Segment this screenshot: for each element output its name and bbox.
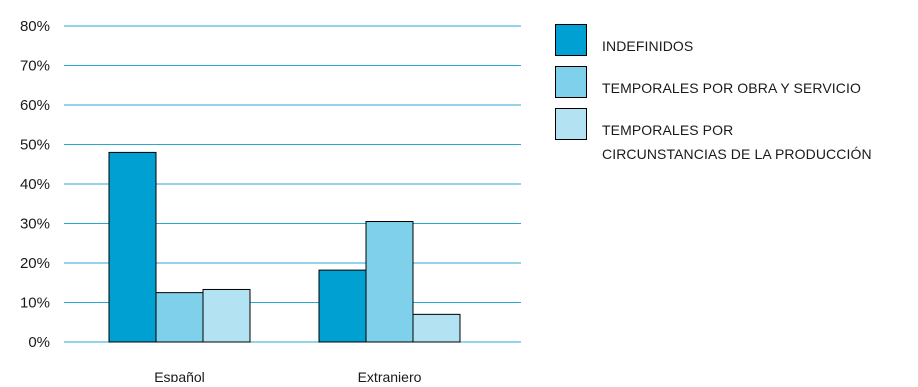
y-tick-label: 60% xyxy=(20,97,50,114)
bar-1-1 xyxy=(108,151,157,343)
y-tick-label: 50% xyxy=(20,137,50,154)
x-tick-label: Extranjero xyxy=(358,369,422,382)
legend-label-line: TEMPORALES POR xyxy=(602,122,734,138)
legend-label-line: CIRCUNSTANCIAS DE LA PRODUCCIÓN xyxy=(602,146,872,162)
y-tick-label: 40% xyxy=(20,176,50,193)
x-tick-label: Español xyxy=(154,369,205,382)
legend-swatch xyxy=(555,66,587,98)
y-tick-label: 20% xyxy=(20,255,50,272)
y-tick-label: 30% xyxy=(20,216,50,233)
y-tick-label: 10% xyxy=(20,295,50,312)
legend-swatch xyxy=(555,108,587,140)
legend-label: TEMPORALES POR OBRA Y SERVICIO xyxy=(602,80,861,96)
bar-3-1 xyxy=(202,288,251,343)
legend-label: INDEFINIDOS xyxy=(602,38,694,54)
y-tick-label: 80% xyxy=(20,18,50,35)
legend-swatch xyxy=(555,24,587,56)
legend-label: TEMPORALES POR CIRCUNSTANCIAS DE LA PRODU… xyxy=(602,118,872,166)
bar-2-2 xyxy=(365,221,414,343)
y-tick-label: 0% xyxy=(28,334,50,351)
bar-1-2 xyxy=(318,269,367,343)
y-tick-label: 70% xyxy=(20,58,50,75)
bar-2-1 xyxy=(155,292,204,343)
bar-3-2 xyxy=(412,313,461,343)
